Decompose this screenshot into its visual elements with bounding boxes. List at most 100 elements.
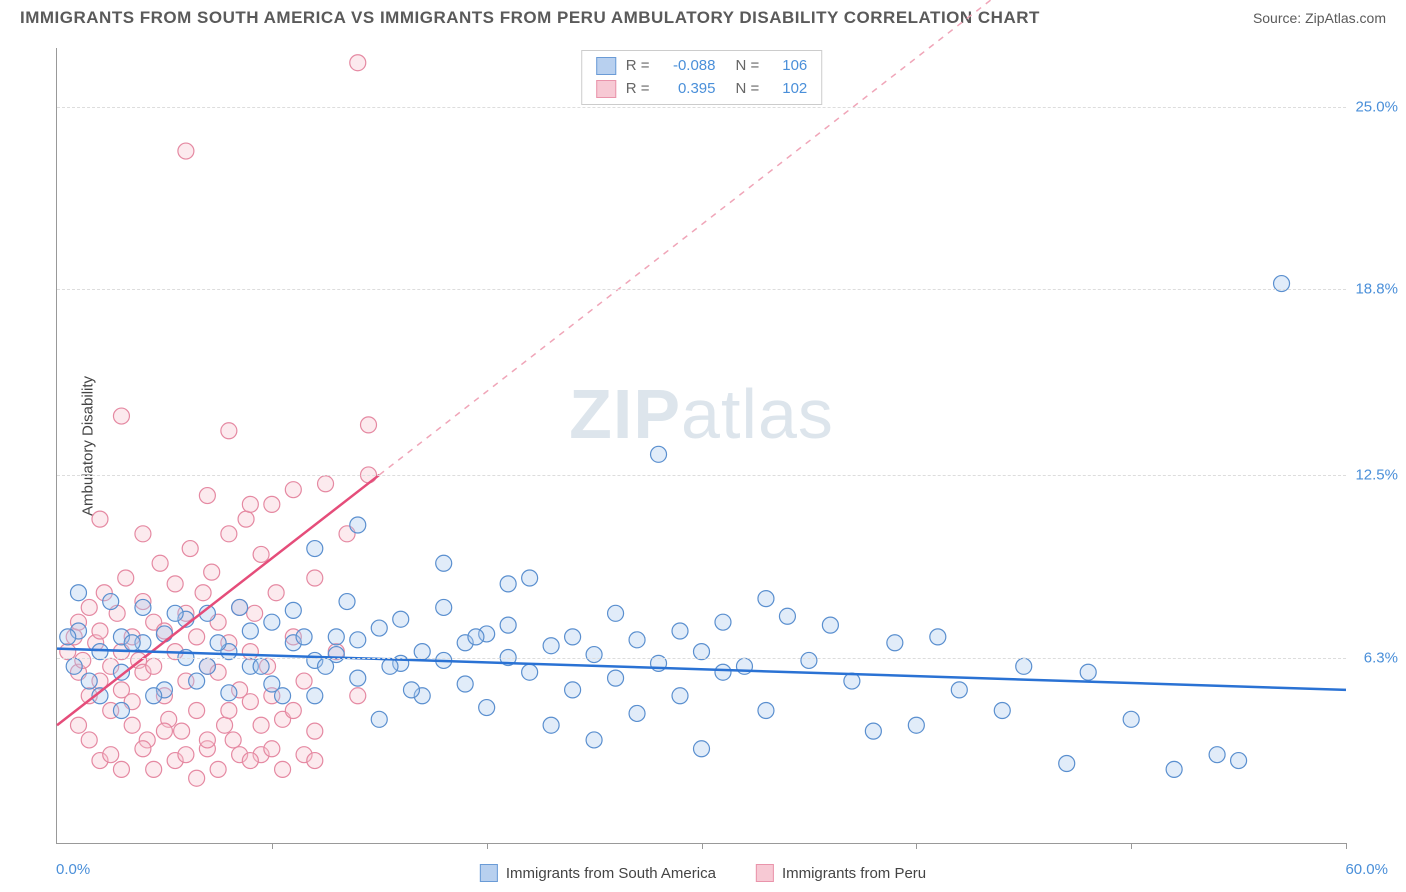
data-point <box>522 570 538 586</box>
data-point <box>543 638 559 654</box>
data-point <box>565 682 581 698</box>
x-tick <box>1346 843 1347 849</box>
data-point <box>264 496 280 512</box>
data-point <box>307 541 323 557</box>
data-point <box>672 688 688 704</box>
data-point <box>307 753 323 769</box>
data-point <box>146 658 162 674</box>
data-point <box>199 658 215 674</box>
data-point <box>113 408 129 424</box>
data-point <box>70 717 86 733</box>
data-point <box>178 747 194 763</box>
data-point <box>608 670 624 686</box>
data-point <box>189 770 205 786</box>
data-point <box>468 629 484 645</box>
data-point <box>275 761 291 777</box>
data-point <box>232 599 248 615</box>
data-point <box>135 526 151 542</box>
data-point <box>350 670 366 686</box>
data-point <box>479 700 495 716</box>
data-point <box>156 626 172 642</box>
data-point <box>81 599 97 615</box>
data-point <box>307 688 323 704</box>
data-point <box>543 717 559 733</box>
legend-swatch <box>756 864 774 882</box>
y-tick-label: 25.0% <box>1355 98 1398 115</box>
bottom-legend: Immigrants from South America Immigrants … <box>480 864 926 882</box>
data-point <box>103 747 119 763</box>
chart-title: IMMIGRANTS FROM SOUTH AMERICA VS IMMIGRA… <box>20 8 1040 28</box>
data-point <box>221 685 237 701</box>
data-point <box>182 541 198 557</box>
data-point <box>253 546 269 562</box>
data-point <box>199 732 215 748</box>
data-point <box>436 599 452 615</box>
data-point <box>629 705 645 721</box>
data-point <box>339 594 355 610</box>
source-label: Source: ZipAtlas.com <box>1253 10 1386 26</box>
data-point <box>189 703 205 719</box>
data-point <box>1231 753 1247 769</box>
data-point <box>174 723 190 739</box>
data-point <box>242 753 258 769</box>
data-point <box>135 741 151 757</box>
data-point <box>350 632 366 648</box>
data-point <box>715 664 731 680</box>
data-point <box>565 629 581 645</box>
data-point <box>522 664 538 680</box>
data-point <box>268 585 284 601</box>
data-point <box>715 614 731 630</box>
data-point <box>328 629 344 645</box>
data-point <box>285 482 301 498</box>
data-point <box>608 605 624 621</box>
gridline <box>57 475 1346 476</box>
data-point <box>651 446 667 462</box>
data-point <box>189 629 205 645</box>
data-point <box>1059 756 1075 772</box>
gridline <box>57 107 1346 108</box>
data-point <box>296 673 312 689</box>
data-point <box>81 732 97 748</box>
data-point <box>167 576 183 592</box>
x-tick <box>702 843 703 849</box>
data-point <box>1209 747 1225 763</box>
data-point <box>694 741 710 757</box>
data-point <box>1123 711 1139 727</box>
data-point <box>253 658 269 674</box>
data-point <box>758 703 774 719</box>
gridline <box>57 658 1346 659</box>
x-tick <box>916 843 917 849</box>
y-tick-label: 6.3% <box>1364 649 1398 666</box>
x-tick <box>487 843 488 849</box>
data-point <box>436 555 452 571</box>
data-point <box>500 576 516 592</box>
data-point <box>146 761 162 777</box>
data-point <box>146 688 162 704</box>
data-point <box>586 647 602 663</box>
data-point <box>113 703 129 719</box>
chart-plot-area: ZIPatlas R =-0.088N =106R =0.395N =102 6… <box>56 48 1346 844</box>
data-point <box>113 761 129 777</box>
data-point <box>350 517 366 533</box>
data-point <box>221 526 237 542</box>
data-point <box>758 591 774 607</box>
x-tick <box>1131 843 1132 849</box>
data-point <box>350 55 366 71</box>
legend-label: Immigrants from South America <box>506 865 716 882</box>
data-point <box>275 688 291 704</box>
data-point <box>92 623 108 639</box>
legend-label: Immigrants from Peru <box>782 865 926 882</box>
data-point <box>103 594 119 610</box>
data-point <box>242 623 258 639</box>
trend-line-dashed <box>379 0 1024 475</box>
data-point <box>779 608 795 624</box>
data-point <box>217 717 233 733</box>
legend-item: Immigrants from South America <box>480 864 716 882</box>
data-point <box>66 658 82 674</box>
data-point <box>204 564 220 580</box>
data-point <box>930 629 946 645</box>
data-point <box>822 617 838 633</box>
data-point <box>242 496 258 512</box>
data-point <box>403 682 419 698</box>
data-point <box>361 417 377 433</box>
